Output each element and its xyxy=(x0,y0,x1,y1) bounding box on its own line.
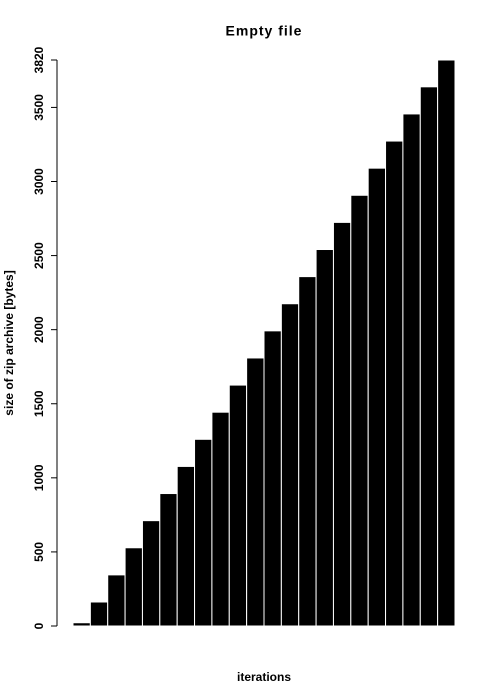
bar xyxy=(211,411,230,627)
y-tick-label: 3820 xyxy=(32,46,46,73)
bar xyxy=(332,221,352,627)
bar xyxy=(402,113,421,627)
bar xyxy=(315,249,334,627)
y-tick-label: 2000 xyxy=(32,316,46,343)
bar xyxy=(228,384,248,627)
y-tick-label: 2500 xyxy=(32,242,46,269)
bar xyxy=(89,601,109,627)
y-tick-label: 0 xyxy=(32,622,46,629)
y-axis-label: size of zip archive [bytes] xyxy=(2,270,16,415)
bar xyxy=(159,493,178,627)
bar xyxy=(141,520,161,627)
bar xyxy=(280,303,300,627)
bar xyxy=(419,86,439,627)
y-tick-label: 3500 xyxy=(32,94,46,121)
bar xyxy=(298,276,317,627)
bar xyxy=(124,547,143,627)
y-tick-label: 500 xyxy=(32,542,46,562)
bar xyxy=(246,357,265,627)
bar xyxy=(263,330,282,627)
bar xyxy=(385,140,404,627)
y-tick-label: 1000 xyxy=(32,464,46,491)
bar xyxy=(350,194,369,627)
bar xyxy=(437,59,456,627)
bar xyxy=(194,438,213,627)
chart-title: Empty file xyxy=(226,23,303,39)
bar xyxy=(107,574,126,627)
x-axis-label: iterations xyxy=(237,670,291,684)
y-tick-label: 1500 xyxy=(32,390,46,417)
bar xyxy=(367,167,387,627)
bar xyxy=(176,465,196,627)
bar xyxy=(72,622,91,627)
y-tick-label: 3000 xyxy=(32,168,46,195)
